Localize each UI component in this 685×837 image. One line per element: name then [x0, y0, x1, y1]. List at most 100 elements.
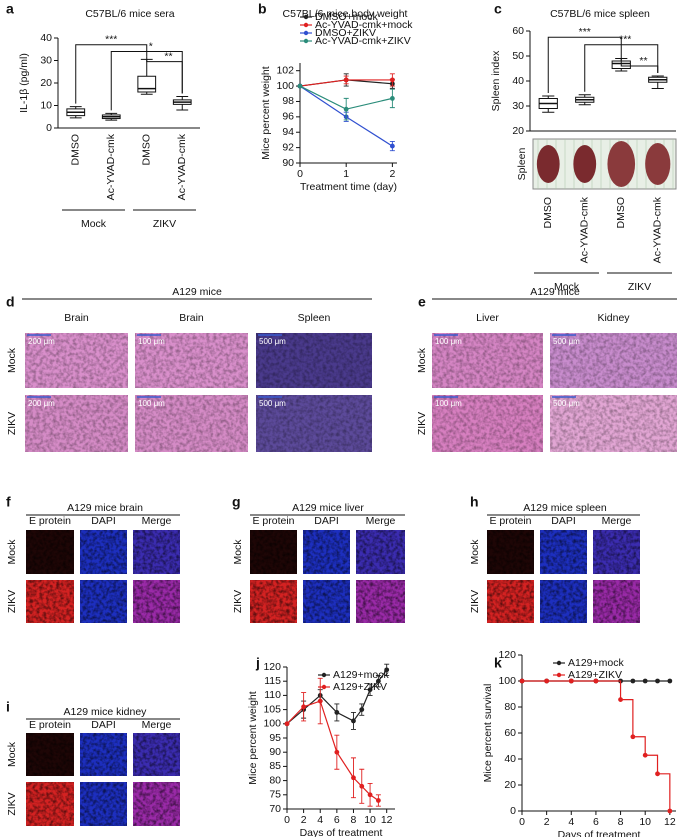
legend-label: A129+mock — [333, 669, 389, 681]
y-axis-label: Mice percent weight — [247, 691, 259, 784]
micrograph-texture — [540, 530, 587, 574]
x-tick-label: 10 — [639, 816, 651, 828]
micrograph-texture — [133, 580, 180, 623]
significance-label: ** — [164, 50, 172, 62]
y-tick-label: 98 — [282, 95, 294, 107]
marker — [389, 143, 395, 149]
x-tick-label: DMSO — [615, 197, 627, 229]
micrograph-texture — [356, 530, 405, 574]
marker — [297, 83, 303, 89]
micrograph-texture — [135, 395, 248, 452]
significance-bracket — [620, 55, 659, 73]
panel-label: i — [6, 699, 10, 715]
column-label: Merge — [142, 719, 172, 731]
column-label: DAPI — [91, 719, 116, 731]
legend-marker — [303, 22, 309, 28]
micrograph-texture — [133, 530, 180, 574]
y-axis-label: Mice percent survival — [482, 684, 494, 783]
legend-marker — [303, 14, 309, 20]
column-label: DAPI — [91, 515, 116, 527]
y-tick-label: 40 — [512, 75, 524, 87]
y-tick-label: 0 — [510, 805, 516, 817]
y-tick-label: 95 — [269, 732, 281, 744]
legend-label: A129+ZIKV — [568, 669, 622, 681]
y-tick-label: 120 — [263, 661, 281, 673]
panel-label: d — [6, 294, 15, 310]
row-label: Mock — [6, 347, 18, 373]
spleen — [536, 145, 560, 183]
x-tick-label: 12 — [381, 814, 393, 826]
x-axis-label: Days of treatment — [558, 829, 641, 837]
panel-title: A129 mice brain — [67, 502, 143, 514]
panel-label: a — [6, 1, 14, 17]
panel-title: A129 mice liver — [292, 502, 364, 514]
column-label: Merge — [602, 515, 632, 527]
legend-label: Ac-YVAD-cmk+ZIKV — [315, 35, 411, 47]
y-tick-label: 50 — [512, 50, 524, 62]
marker — [343, 106, 349, 112]
y-tick-label: 100 — [276, 80, 294, 92]
y-tick-label: 30 — [512, 100, 524, 112]
column-label: Merge — [142, 515, 172, 527]
spleen — [645, 143, 671, 185]
series-line — [286, 700, 379, 801]
y-tick-label: 110 — [264, 689, 281, 701]
x-tick-label: 8 — [351, 814, 357, 826]
marker — [544, 678, 550, 684]
marker — [389, 95, 395, 101]
column-label: Brain — [179, 312, 204, 324]
y-tick-label: 85 — [269, 760, 281, 772]
x-tick-label: DMSO — [70, 134, 82, 166]
micrograph-texture — [250, 530, 297, 574]
spleen — [573, 145, 597, 183]
micrograph-texture — [432, 333, 543, 388]
micrograph-texture — [303, 530, 350, 574]
x-tick-label: 0 — [519, 816, 525, 828]
micrograph-texture — [135, 333, 248, 388]
micrograph-texture — [25, 333, 128, 388]
panel-label: k — [494, 655, 502, 671]
scale-bar-label: 100 μm — [138, 337, 165, 346]
significance-label: *** — [105, 34, 117, 46]
legend-label: DMSO+mock — [315, 11, 378, 23]
x-tick-label: 0 — [297, 168, 303, 180]
row-label: Mock — [6, 539, 18, 565]
y-axis-label: Spleen index — [490, 50, 502, 111]
marker — [367, 792, 373, 798]
micrograph-texture — [550, 333, 677, 388]
y-tick-label: 105 — [263, 703, 281, 715]
micrograph-texture — [133, 733, 180, 776]
panel-label: g — [232, 494, 241, 510]
box — [137, 75, 157, 93]
column-label: Spleen — [298, 312, 331, 324]
row-label: ZIKV — [6, 412, 18, 435]
y-tick-label: 40 — [40, 32, 52, 44]
marker — [359, 707, 365, 712]
y-axis-label: IL-1β (pg/ml) — [18, 53, 30, 113]
marker — [317, 698, 323, 704]
marker — [389, 77, 395, 83]
x-tick-label: DMSO — [141, 134, 153, 166]
chart-title: C57BL/6 mice spleen — [550, 8, 650, 20]
marker — [284, 721, 290, 727]
x-tick-label: 1 — [343, 168, 349, 180]
y-tick-label: 80 — [269, 774, 281, 786]
column-label: E protein — [489, 515, 531, 527]
x-tick-label: Ac-YVAD-cmk — [105, 133, 117, 200]
scale-bar-label: 500 μm — [553, 399, 580, 408]
panel-label: c — [494, 1, 502, 17]
y-tick-label: 100 — [263, 718, 281, 730]
marker — [642, 678, 648, 684]
x-tick-label: DMSO — [542, 197, 554, 229]
legend-label: DMSO+ZIKV — [315, 27, 376, 39]
legend-marker — [303, 30, 309, 36]
column-label: Kidney — [597, 312, 630, 324]
marker — [384, 667, 390, 673]
marker — [343, 77, 349, 83]
scale-bar-label: 500 μm — [553, 337, 580, 346]
y-tick-label: 96 — [282, 111, 294, 123]
x-tick-label: 12 — [664, 816, 676, 828]
marker — [359, 783, 365, 789]
x-tick-label: 8 — [618, 816, 624, 828]
micrograph-texture — [80, 530, 127, 574]
